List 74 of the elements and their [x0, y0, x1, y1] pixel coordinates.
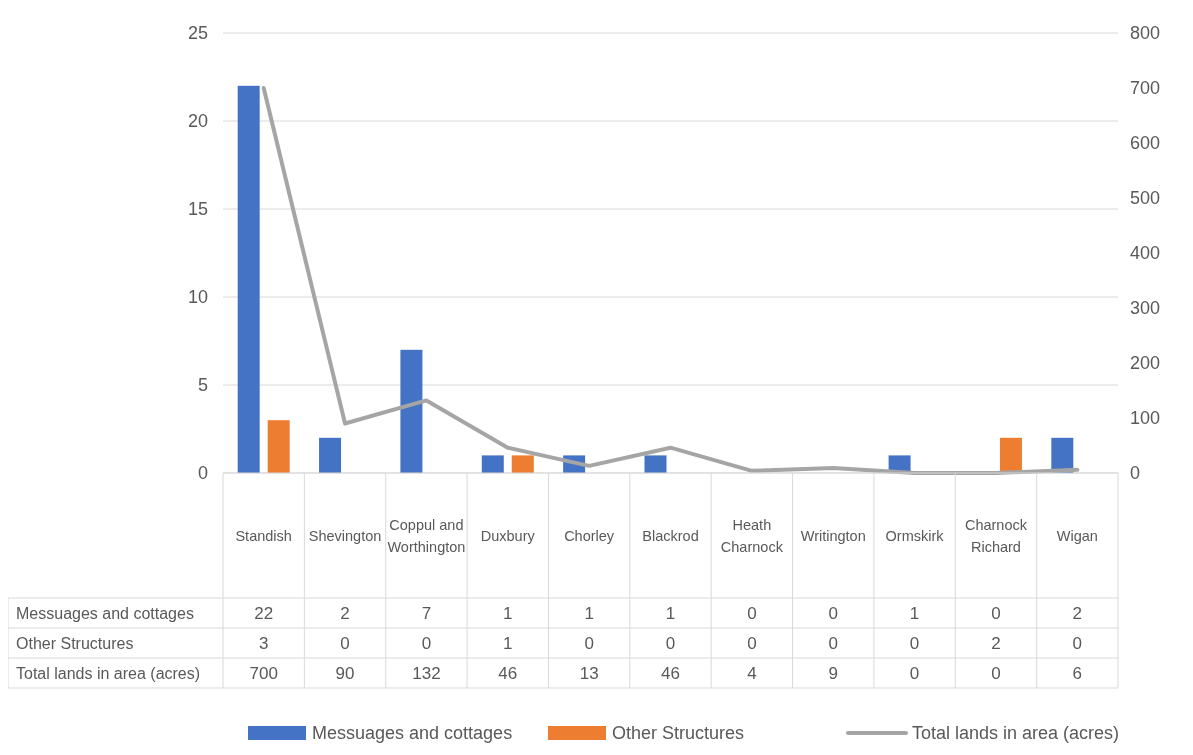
y-tick-label: 20	[187, 111, 208, 132]
bar	[319, 437, 342, 473]
legend-label: Messuages and cottages	[312, 723, 513, 744]
data-label: 0	[991, 603, 1001, 623]
data-label: 0	[909, 633, 920, 653]
y2-tick-label: 600	[1130, 133, 1161, 154]
y2-tick-label: 300	[1130, 298, 1161, 319]
data-label: 0	[747, 633, 757, 653]
y2-tick-label: 400	[1130, 243, 1161, 264]
data-label: 0	[421, 633, 432, 653]
data-label: 700	[249, 663, 278, 683]
y2-tick-label: 800	[1130, 23, 1161, 44]
data-label: 22	[254, 603, 274, 623]
data-label: 2	[991, 633, 1001, 653]
bar	[511, 455, 534, 473]
data-label: 0	[747, 603, 757, 623]
data-label: 2	[1072, 603, 1083, 623]
y-tick-label: 15	[187, 199, 208, 220]
text: Messuages and cottages	[16, 604, 194, 622]
x-tick-label: Charnock Richard	[964, 516, 1028, 555]
x-tick-label: Ormskirk	[885, 527, 945, 544]
bar	[999, 437, 1022, 473]
x-tick-label: Blackrod	[642, 527, 699, 544]
legend-label: Other Structures	[612, 723, 745, 744]
data-label: 132	[412, 663, 441, 683]
data-label: 6	[1072, 663, 1083, 683]
x-tick-label: Standish	[235, 527, 292, 544]
data-label: 7	[421, 603, 432, 623]
y2-tick-label: 700	[1130, 78, 1161, 99]
y-tick-label: 0	[197, 463, 208, 484]
x-tick-label: Shevington	[308, 527, 382, 544]
data-label: 1	[503, 633, 513, 653]
data-label: 0	[828, 633, 838, 653]
data-label: 0	[1072, 633, 1083, 653]
x-tick-label: Wigan	[1056, 527, 1098, 544]
bar	[481, 455, 504, 473]
x-tick-label: Chorley	[564, 527, 615, 544]
data-label: 0	[340, 633, 350, 653]
bar	[400, 349, 423, 473]
data-label: 46	[661, 663, 680, 683]
data-label: 13	[579, 663, 599, 683]
y2-tick-label: 0	[1130, 463, 1141, 484]
data-label: 0	[909, 663, 920, 683]
legend-label: Total lands in area (acres)	[912, 723, 1120, 744]
y2-tick-label: 200	[1130, 353, 1161, 374]
bar	[237, 85, 260, 473]
bar	[644, 455, 667, 473]
text: Other Structures	[16, 634, 134, 652]
y-tick-label: 10	[187, 287, 208, 308]
x-tick-label: Heath Charnock	[720, 516, 784, 555]
data-label: 46	[498, 663, 518, 683]
data-label: 4	[747, 663, 757, 683]
y-tick-label: 25	[187, 23, 208, 44]
line-series	[261, 86, 1080, 475]
data-label: 0	[665, 633, 676, 653]
data-label: 0	[991, 663, 1001, 683]
data-label: 90	[335, 663, 355, 683]
x-tick-label: Coppul and Worthington	[387, 516, 466, 555]
y-tick-label: 5	[197, 375, 208, 396]
x-tick-label: Writington	[800, 527, 866, 544]
data-label: 3	[258, 633, 269, 653]
y2-tick-label: 500	[1130, 188, 1161, 209]
data-label: 1	[665, 603, 676, 623]
data-label: 1	[503, 603, 513, 623]
data-label: 1	[584, 603, 594, 623]
data-label: 0	[828, 603, 838, 623]
data-label: 2	[340, 603, 350, 623]
data-label: 0	[584, 633, 594, 653]
x-tick-label: Duxbury	[480, 527, 536, 544]
data-label: 1	[909, 603, 920, 623]
data-label: 9	[828, 663, 838, 683]
bar	[267, 420, 290, 473]
text: Total lands in area (acres)	[16, 664, 201, 682]
y2-tick-label: 100	[1130, 408, 1161, 429]
